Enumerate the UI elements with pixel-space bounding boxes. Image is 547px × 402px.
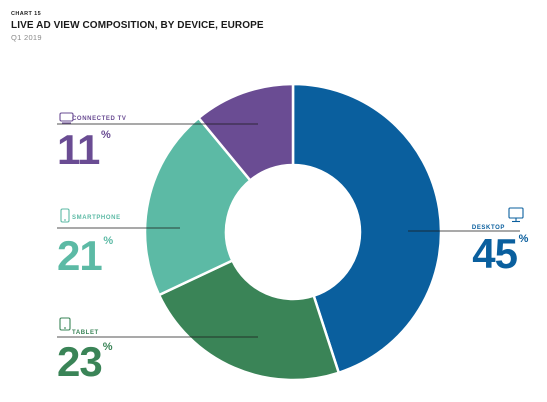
tablet-icon (59, 317, 71, 331)
slice-label-name: TABLET (72, 330, 99, 336)
smartphone-icon (60, 208, 70, 223)
slice-smartphone (143, 116, 253, 297)
chart-subtitle: Q1 2019 (11, 33, 42, 42)
slice-label-value: 45 (472, 230, 517, 277)
slice-desktop (291, 82, 443, 375)
slice-label-name: DESKTOP (472, 225, 505, 231)
slice-label-value: 21 (57, 232, 102, 279)
percent-sign: % (103, 341, 113, 353)
slice-tablet (157, 258, 341, 382)
tv-icon (59, 112, 74, 124)
percent-sign: % (519, 233, 529, 245)
percent-sign: % (101, 129, 111, 141)
percent-sign: % (103, 235, 113, 247)
chart-header: CHART 15 LIVE AD VIEW COMPOSITION, BY DE… (11, 11, 264, 42)
slice-label-name: CONNECTED TV (72, 116, 127, 122)
chart-number: CHART 15 (11, 11, 42, 17)
chart-title: LIVE AD VIEW COMPOSITION, BY DEVICE, EUR… (11, 20, 264, 31)
slice-label-name: SMARTPHONE (72, 215, 121, 221)
monitor-icon (508, 207, 524, 223)
slice-connected-tv (196, 82, 295, 183)
slice-label-value: 23 (57, 338, 102, 385)
slice-label-value: 11 (57, 126, 100, 173)
